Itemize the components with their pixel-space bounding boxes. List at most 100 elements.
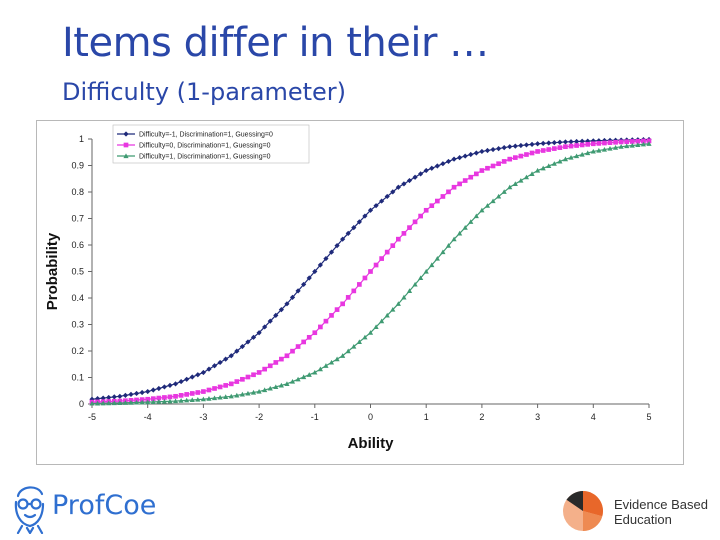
data-point	[284, 353, 290, 359]
data-point	[635, 138, 641, 144]
data-point	[239, 391, 245, 397]
data-point	[111, 394, 117, 400]
data-point	[429, 262, 435, 268]
data-point	[245, 390, 251, 396]
data-point	[167, 398, 173, 404]
x-tick-label: 0	[368, 412, 373, 422]
ebe-pie-icon	[563, 491, 603, 531]
data-point	[162, 395, 167, 400]
data-point	[89, 400, 95, 406]
data-point	[340, 301, 345, 307]
data-point	[596, 141, 602, 146]
data-point	[351, 225, 357, 231]
data-point	[523, 142, 530, 148]
data-point	[507, 144, 513, 150]
data-point	[312, 268, 318, 275]
data-point	[189, 391, 195, 396]
data-point	[200, 396, 206, 402]
data-point	[407, 225, 412, 230]
ebe-logo-line1: Evidence Based	[614, 497, 708, 512]
series-diamond	[89, 136, 652, 402]
data-point	[267, 318, 273, 324]
data-point	[484, 147, 491, 154]
data-point	[585, 142, 591, 147]
data-point	[468, 151, 474, 158]
data-point	[161, 398, 168, 404]
data-point	[451, 236, 457, 242]
legend-box	[112, 124, 310, 164]
data-point	[379, 198, 385, 204]
data-point	[401, 231, 407, 236]
data-point	[473, 171, 479, 177]
data-point	[462, 153, 468, 159]
data-point	[290, 348, 295, 354]
series-layer	[89, 136, 652, 406]
data-point	[496, 145, 502, 152]
data-point	[117, 400, 123, 406]
chart-frame: 0 0.1 0.2 0.3 0.4 0.5 0.6 0.7 0.8 0.9 1 -5 -4 -3 -2 -1 0…	[36, 120, 684, 465]
legend-layer: Difficulty=-1, Discrimination=1, Guessin…	[112, 124, 310, 164]
data-point	[418, 171, 424, 177]
x-tick-label: 2	[479, 412, 484, 422]
data-point	[289, 378, 296, 384]
data-point	[173, 393, 178, 399]
data-point	[367, 207, 374, 213]
data-point	[345, 295, 351, 300]
data-point	[446, 189, 451, 195]
data-point	[368, 269, 373, 274]
data-point	[429, 165, 435, 171]
legend-label: Difficulty=0, Discrimination=1, Guessing…	[139, 143, 271, 150]
data-point	[490, 198, 496, 204]
data-point	[273, 384, 279, 390]
data-point	[106, 394, 112, 401]
data-point	[223, 394, 229, 399]
data-point	[184, 392, 190, 397]
data-point	[535, 141, 541, 147]
data-point	[329, 313, 334, 318]
x-tick-label: 3	[535, 412, 540, 422]
data-point	[206, 387, 212, 393]
data-point	[557, 145, 563, 150]
data-point	[150, 387, 156, 393]
data-point	[612, 145, 619, 150]
x-tick-label: -1	[311, 412, 319, 422]
data-point	[189, 374, 195, 380]
legend-label: Difficulty=1, Discrimination=1, Guessing…	[139, 154, 271, 161]
data-point	[267, 385, 273, 391]
data-point	[590, 141, 596, 147]
data-point	[139, 399, 145, 405]
data-point	[512, 143, 518, 149]
data-point	[579, 142, 585, 148]
data-point	[529, 171, 535, 176]
data-point	[328, 359, 335, 365]
data-point	[117, 393, 123, 399]
data-point	[172, 398, 179, 404]
data-point	[362, 334, 368, 340]
data-point	[111, 400, 117, 406]
y-tick-label: 0.6	[71, 240, 84, 250]
data-point	[518, 177, 524, 183]
y-tick-label: 0.8	[71, 187, 84, 197]
data-point	[518, 142, 524, 149]
data-point	[613, 139, 618, 145]
data-point	[401, 294, 407, 300]
data-point	[328, 249, 335, 255]
data-point	[367, 330, 374, 335]
data-point	[629, 142, 635, 148]
data-point	[161, 384, 168, 390]
data-point	[150, 396, 156, 401]
data-point	[462, 178, 468, 183]
data-point	[156, 399, 162, 404]
data-point	[139, 389, 145, 396]
data-point	[496, 161, 501, 167]
data-point	[234, 392, 240, 398]
slide-title: Items differ in their …	[62, 20, 489, 66]
data-point	[501, 159, 507, 164]
data-point	[145, 388, 151, 395]
data-point	[585, 150, 591, 156]
data-point	[312, 369, 318, 375]
data-point	[457, 230, 463, 236]
data-point	[306, 334, 312, 340]
data-point	[317, 366, 323, 372]
data-point	[201, 389, 206, 394]
